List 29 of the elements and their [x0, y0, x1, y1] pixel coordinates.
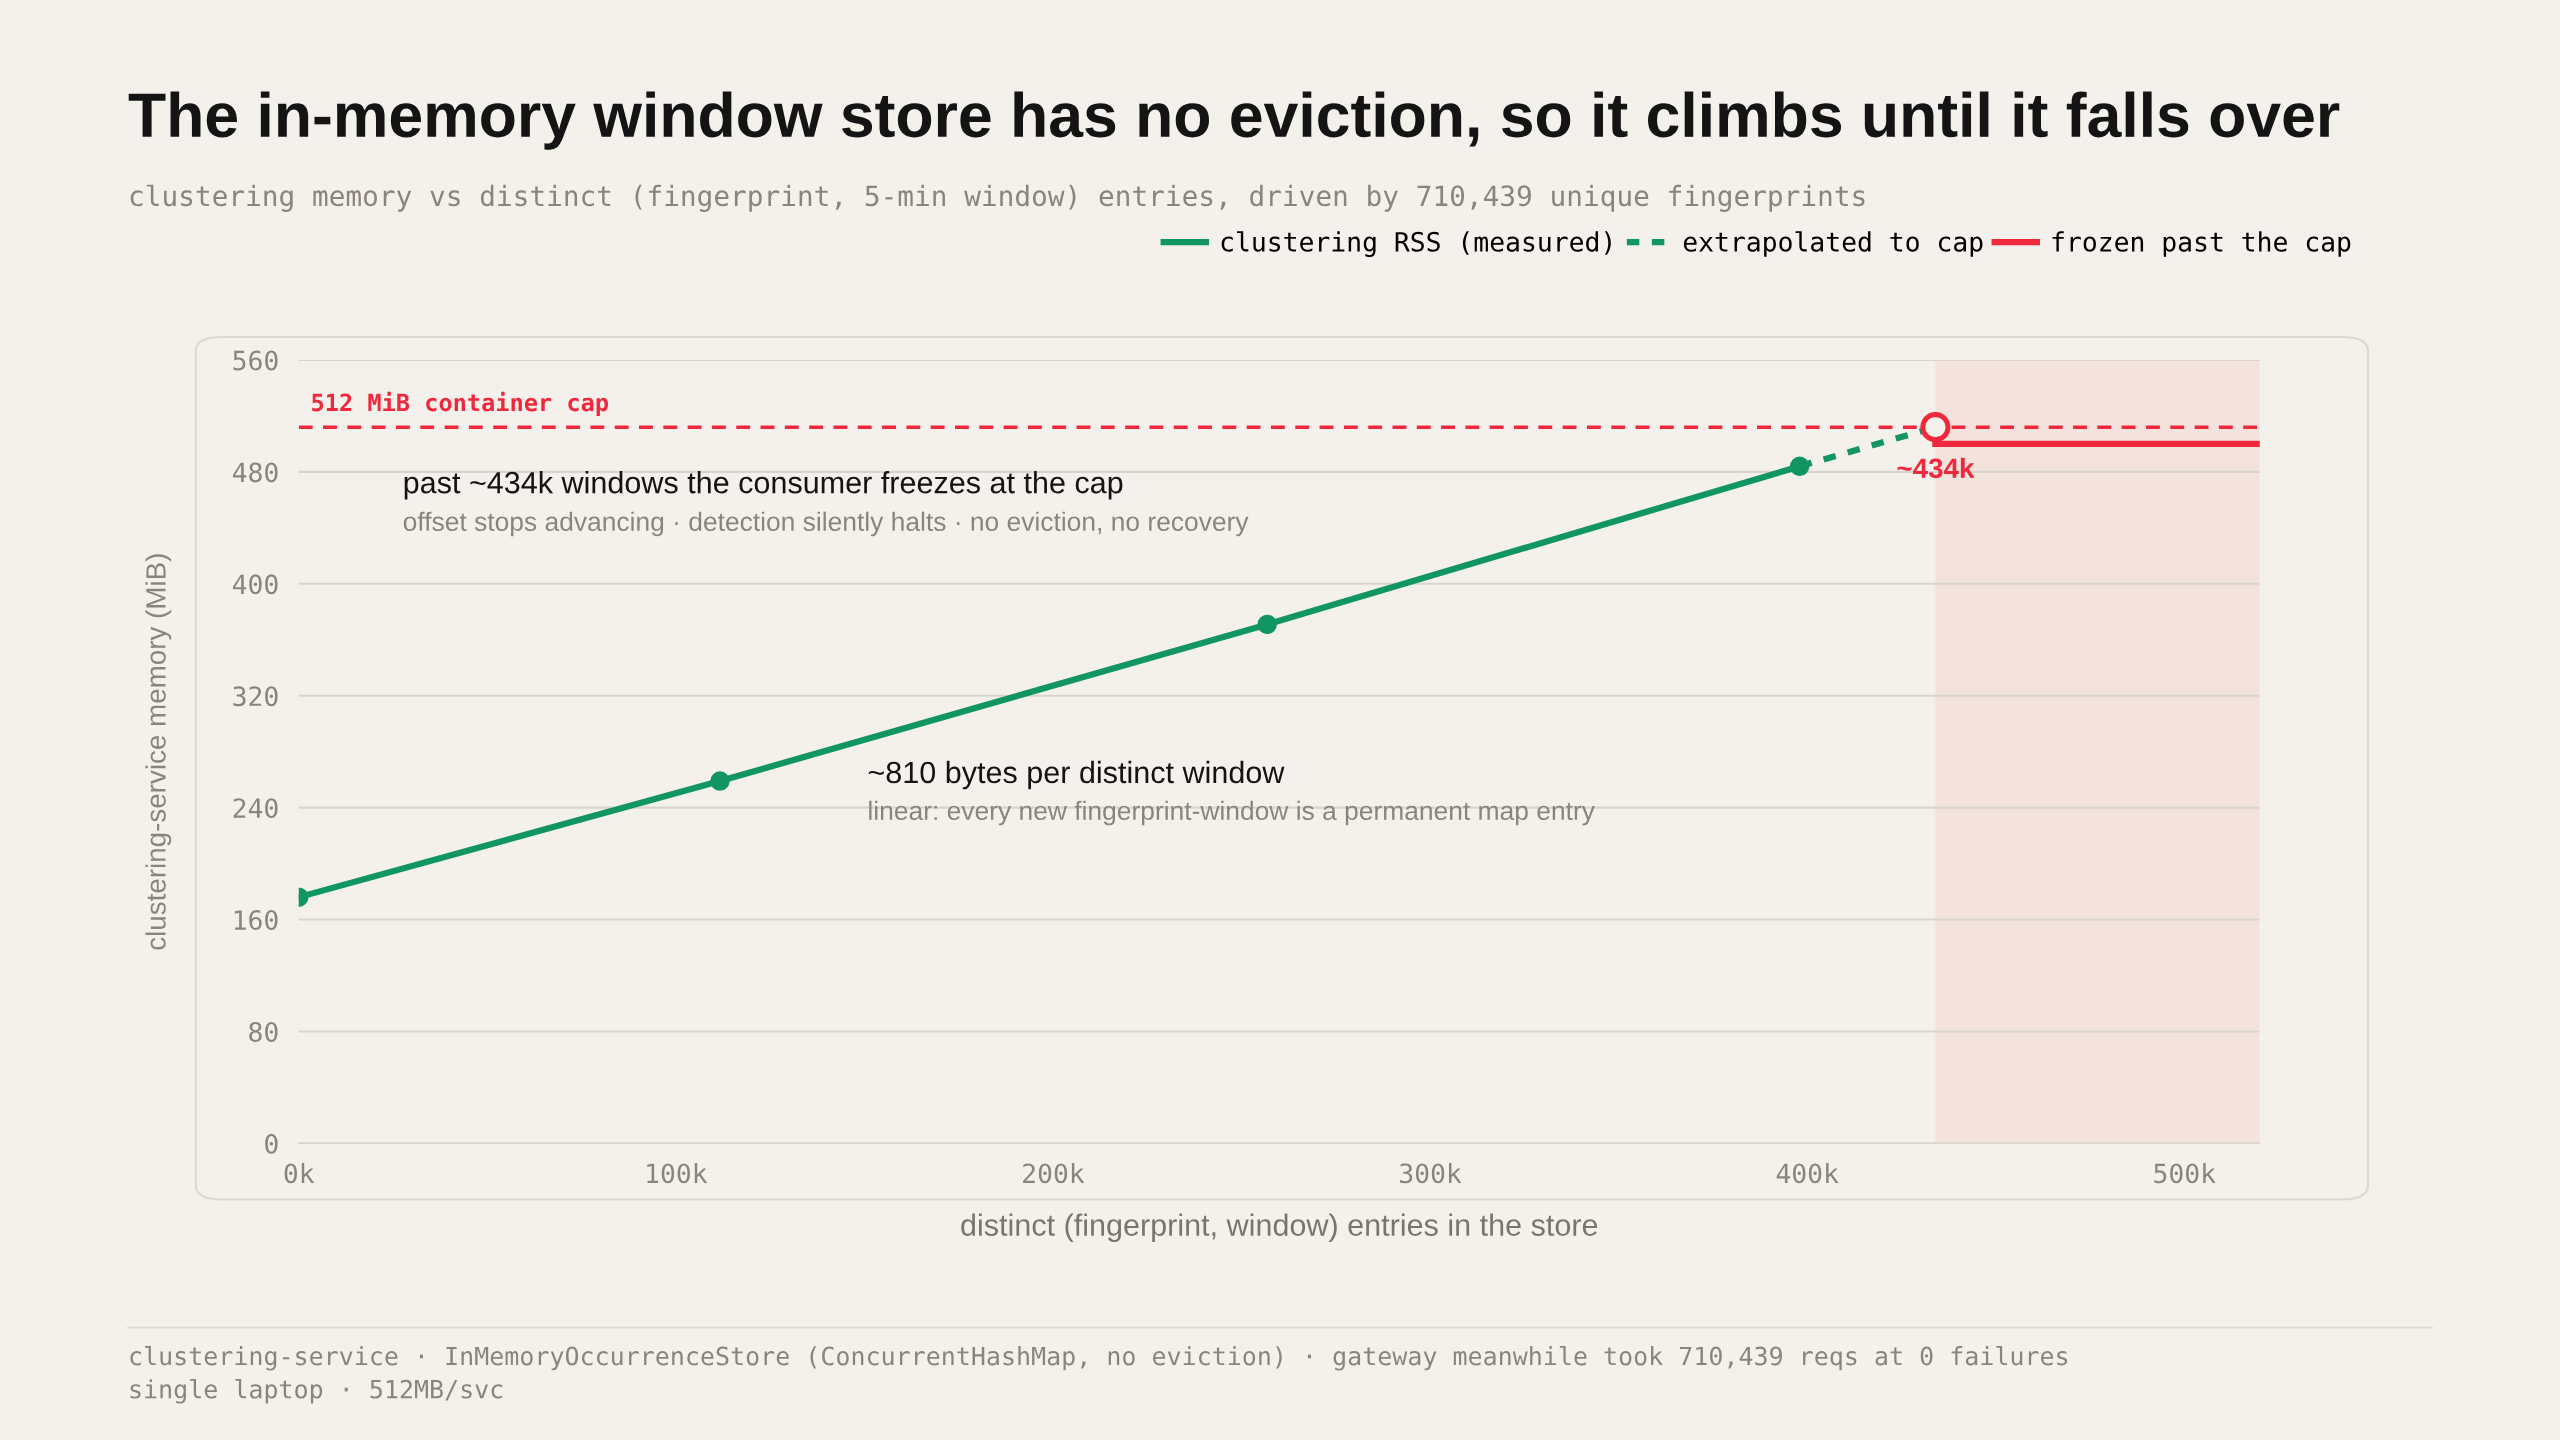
x-tick-label: 200k — [1023, 1162, 1085, 1184]
legend-label: extrapolated to cap — [1683, 231, 1983, 257]
annotation: offset stops advancing · detection silently halts · no eviction, no recovery — [403, 511, 1249, 537]
annotation: ~810 bytes per distinct window — [868, 760, 1285, 790]
y-tick-label: 400 — [232, 574, 278, 595]
annotation: linear: every new fingerprint-window is a permanent map entry — [869, 800, 1595, 826]
text: single laptop · 512MB/svc — [130, 1379, 503, 1404]
ref-line-label: 512 MiB container cap — [312, 391, 608, 416]
y-tick-label: 320 — [233, 686, 278, 707]
annotation: past ~434k windows the consumer freezes at the cap — [404, 471, 1123, 500]
y-tick-label: 240 — [233, 798, 278, 819]
x-tick-label: 500k — [2154, 1162, 2216, 1184]
legend-label: frozen past the cap — [2052, 231, 2351, 257]
x-axis-title: distinct (fingerprint, window) entries in the store — [961, 1213, 1598, 1242]
x-tick-label: 100k — [647, 1162, 708, 1184]
annotation: ~434k — [1897, 457, 1975, 479]
text: clustering-service · InMemoryOccurrenceStore (ConcurrentHashMap, no eviction) · gateway meanwhile took 710,439 reqs at 0 failures — [130, 1345, 2068, 1371]
x-tick-label: 300k — [1400, 1162, 1462, 1184]
y-tick-label: 0 — [265, 1133, 278, 1154]
chart-title: The in-memory window store has no eviction, so it climbs until it falls over — [128, 91, 2340, 150]
y-tick-label: 160 — [234, 910, 278, 931]
x-tick-label: 400k — [1776, 1162, 1839, 1184]
y-tick-label: 80 — [249, 1021, 278, 1042]
y-axis-title: clustering-service memory (MiB) — [145, 554, 172, 950]
x-tick-label: 0k — [284, 1162, 315, 1184]
y-tick-label: 560 — [233, 350, 278, 371]
chart-subtitle: clustering memory vs distinct (fingerprint, 5-min window) entries, driven by 710,439 unique fingerprints — [130, 184, 1865, 212]
legend-label: clustering RSS (measured) — [1221, 231, 1611, 258]
y-tick-label: 480 — [232, 462, 278, 483]
